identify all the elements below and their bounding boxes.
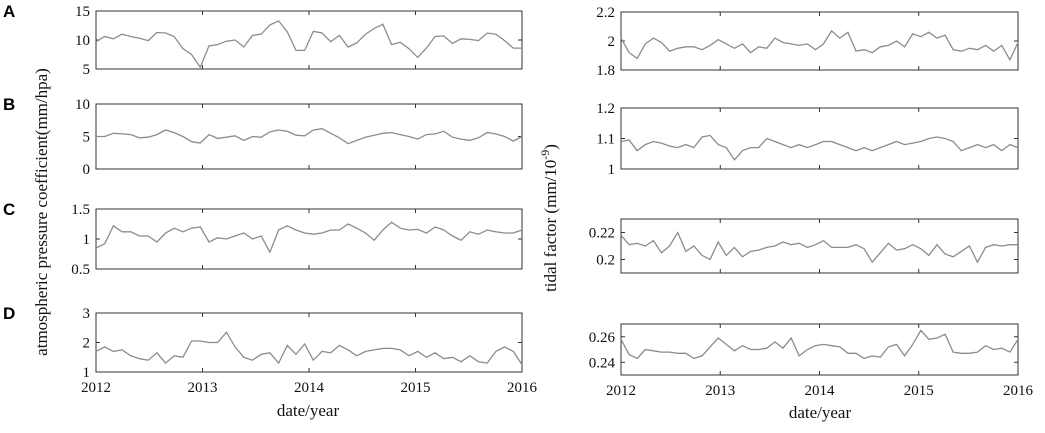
left-y-axis-label: atmospheric pressure coefficient(mm/hpa) [32,68,51,356]
left-xtick-label: 2016 [507,380,538,396]
panel-label-a: A [3,2,15,21]
left-panel-2-ytick-label: 5 [83,130,91,146]
left-panel-2-series-line [96,128,523,145]
left-panel-2: 0 5 10 B [3,95,523,178]
left-panel-4-ytick-label: 2 [83,336,91,352]
panel-label-b: B [3,95,15,114]
right-panel-2-ytick-label: 1.1 [596,132,615,148]
right-panel-3-frame [620,218,1019,274]
right-panel-2-ytick-label: 1 [608,162,616,178]
right-panel-1-ytick-label: 2.2 [596,5,615,21]
left-panel-4-ytick-label: 1 [83,365,91,381]
panel-label-d: D [3,304,15,323]
panel-label-c: C [3,200,15,219]
left-xtick-label: 2012 [81,380,111,396]
right-xtick-label: 2015 [904,383,934,399]
right-panel-4-series-line [620,329,1019,360]
left-panel-3-series-line [95,221,523,254]
right-panel-1-ytick-label: 2 [608,34,616,50]
left-panel-3-ytick-label: 1.5 [71,202,90,218]
right-panel-3: 0.2 0.22 [589,218,1019,274]
left-panel-1-ytick-label: 15 [75,4,90,20]
left-panel-4-ytick-label: 3 [83,306,91,322]
right-panel-3-ytick-label: 0.2 [596,253,615,269]
right-panel-4: 0.24 0.26 2012 2013 2014 2015 2016 [589,323,1034,399]
left-panel-3: 0.5 1 1.5 C [3,200,523,278]
right-panel-1-frame [620,11,1019,71]
right-panel-4-ytick-label: 0.26 [589,330,616,346]
right-panel-3-series-line [620,231,1018,264]
right-panel-3-ytick-label: 0.22 [589,226,615,242]
left-x-axis-label: date/year [277,401,340,420]
right-y-axis-label-end: ) [541,144,560,150]
right-xtick-label: 2013 [705,383,735,399]
right-y-axis-label-exponent: -9 [538,150,552,160]
left-panel-1-ytick-label: 10 [75,33,90,49]
left-panel-2-ytick-label: 10 [75,97,90,113]
right-panel-2-frame [620,107,1019,170]
right-xtick-label: 2014 [805,383,836,399]
right-panel-2-ytick-label: 1.2 [596,101,615,117]
right-xtick-label: 2012 [606,383,636,399]
left-panel-4-frame [95,312,523,373]
right-y-axis-label-main: tidal factor (mm/10 [541,160,560,292]
right-panel-1-ytick-label: 1.8 [596,63,615,79]
left-xtick-label: 2014 [294,380,325,396]
right-xtick-label: 2016 [1003,383,1034,399]
left-panel-3-ytick-label: 1 [83,232,91,248]
right-panel-2-series-line [620,134,1019,161]
left-panel-1: 5 10 15 A [3,2,523,78]
right-panel-4-frame [620,323,1019,376]
right-panel-1: 1.8 2 2.2 [596,5,1019,79]
right-panel-4-ytick-label: 0.24 [589,355,616,371]
right-panel-2: 1 1.1 1.2 [596,101,1019,178]
left-panel-2-ytick-label: 0 [83,162,91,178]
right-x-axis-label: date/year [789,403,852,422]
left-panel-3-ytick-label: 0.5 [71,262,90,278]
left-panel-1-ytick-label: 5 [83,62,91,78]
left-panel-4: 1 2 3 2012 2013 2014 2015 2016 D [3,304,538,396]
left-xtick-label: 2015 [401,380,431,396]
right-y-axis-label: tidal factor (mm/10-9) [538,144,560,292]
left-xtick-label: 2013 [188,380,218,396]
left-panel-1-series-line [95,20,522,69]
left-panel-2-frame [95,103,523,170]
left-panel-4-series-line [95,331,523,365]
right-panel-1-series-line [620,29,1019,62]
